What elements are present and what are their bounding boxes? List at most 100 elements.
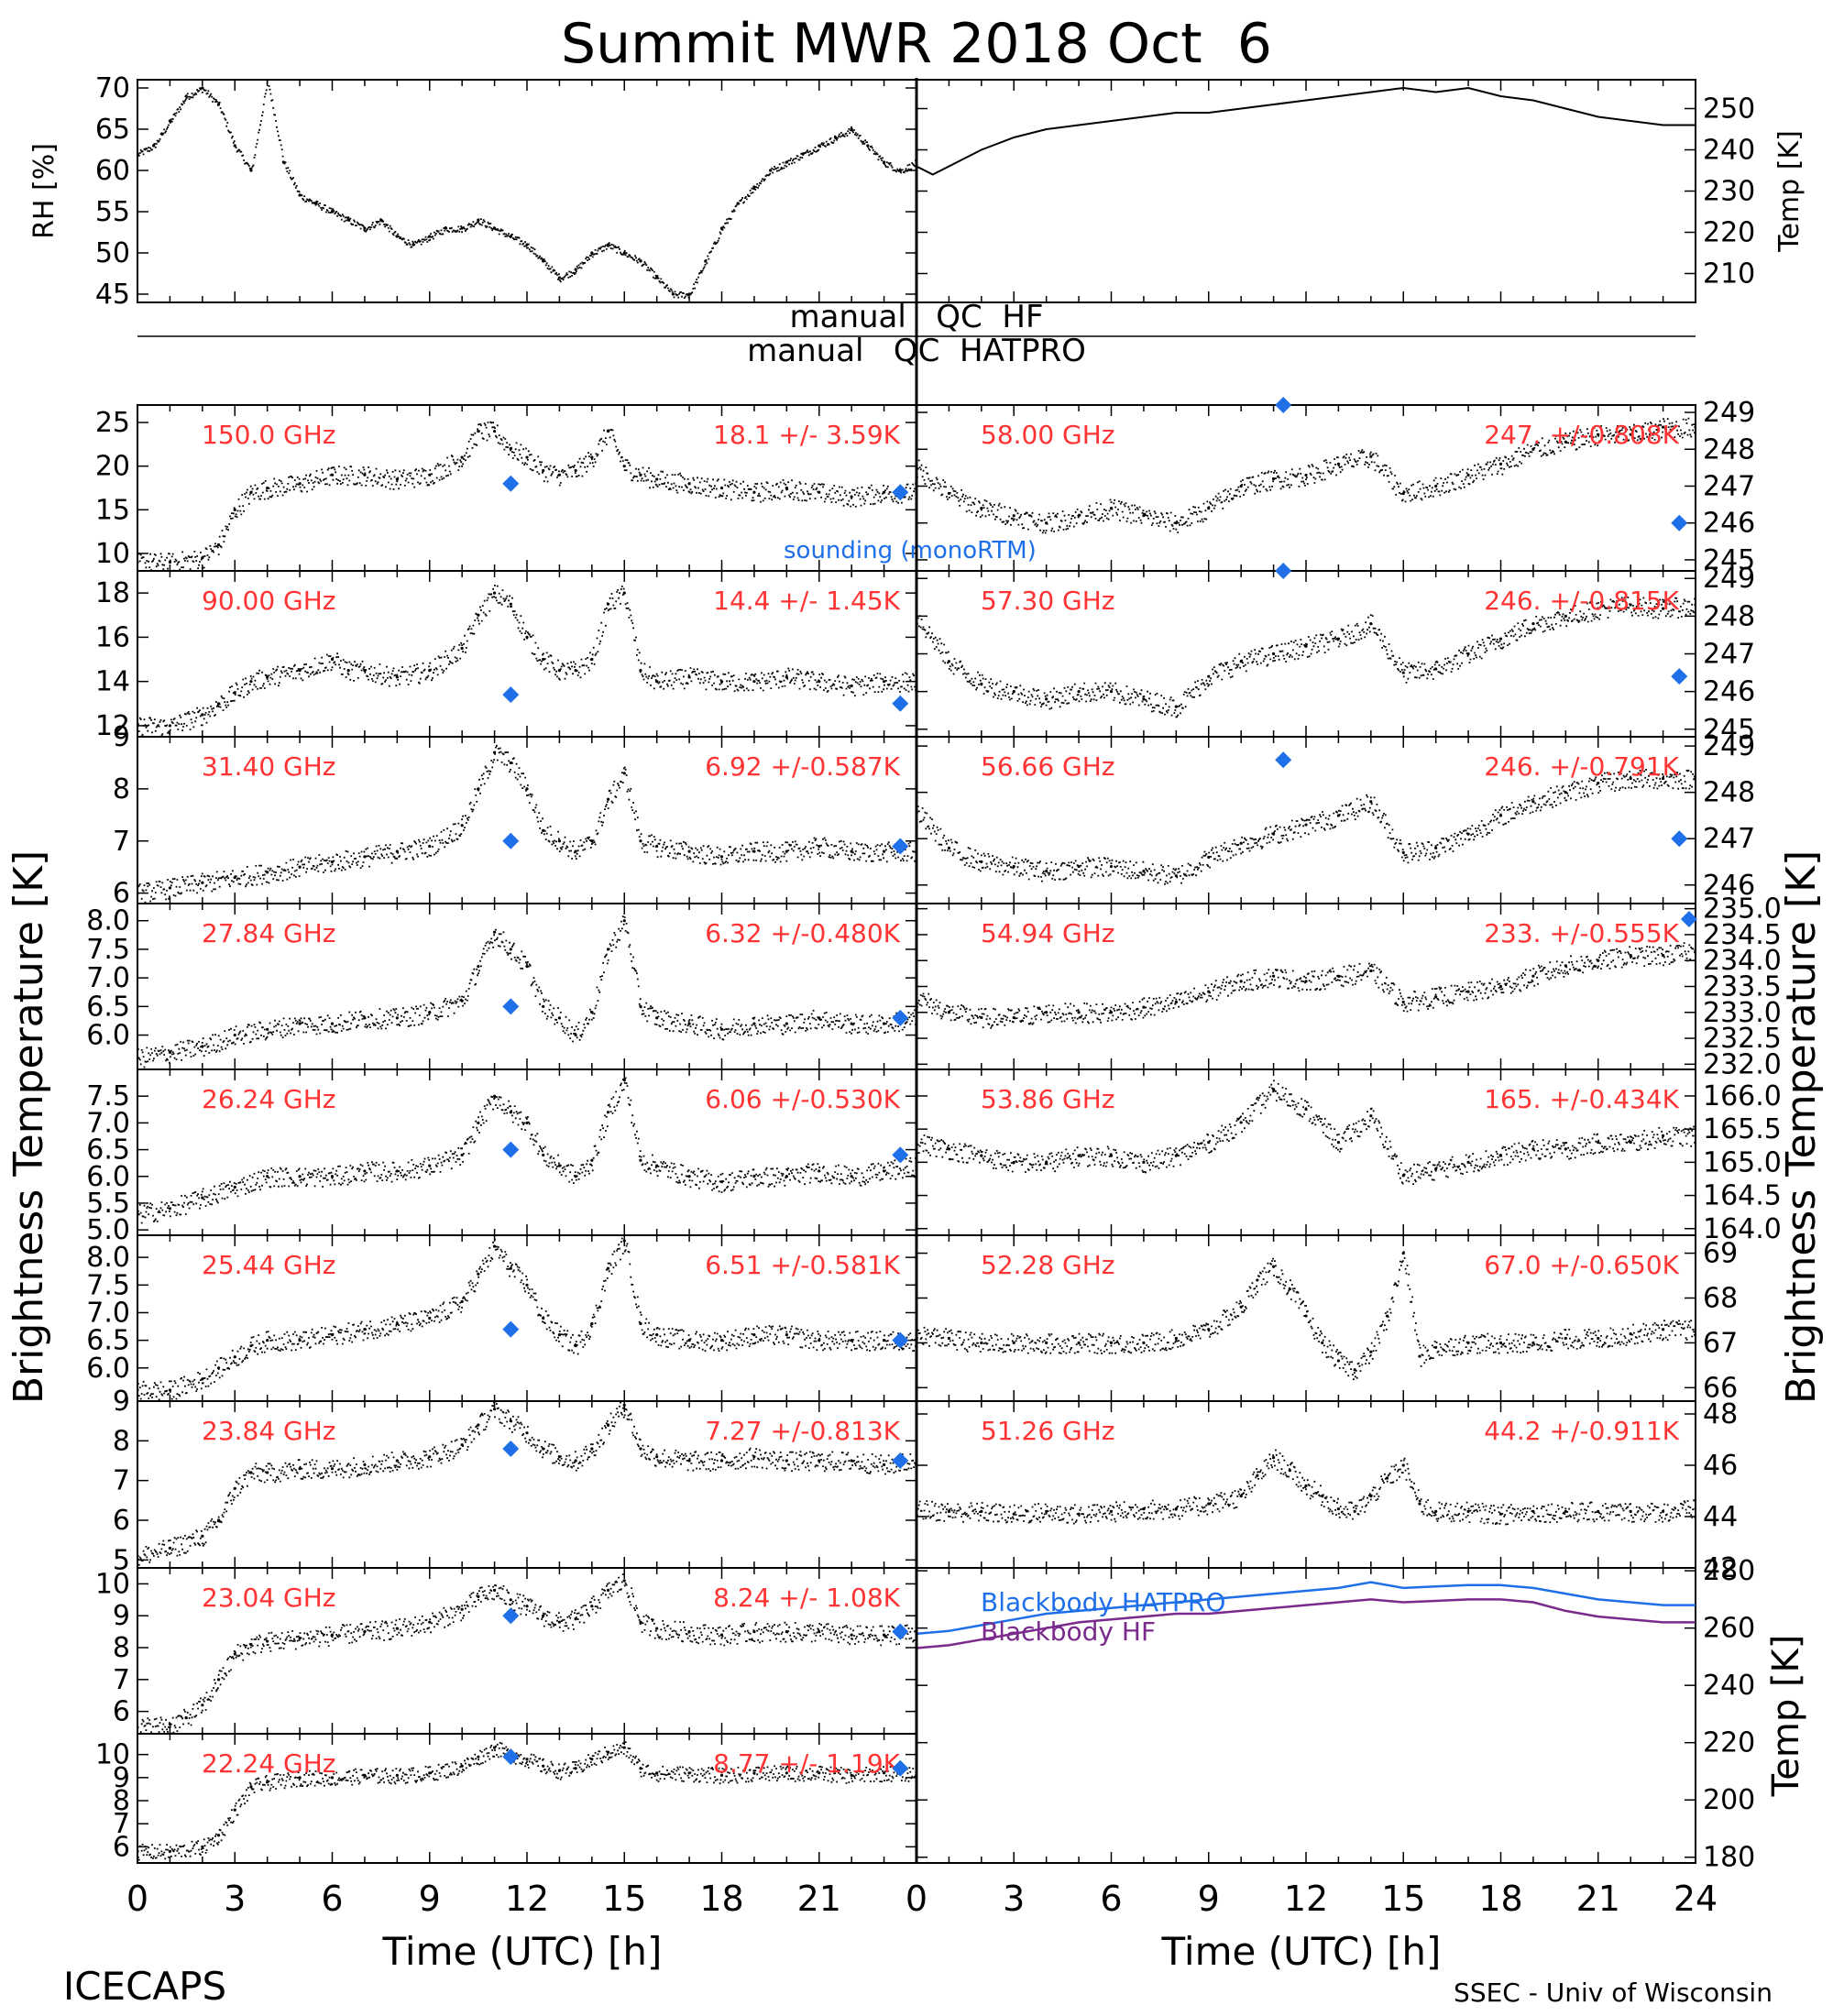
data-point [152, 144, 156, 148]
data-point [1629, 776, 1632, 781]
sounding-marker [502, 1141, 520, 1158]
data-point [639, 1767, 642, 1770]
y-tick-label: 12 [95, 710, 130, 742]
data-point [980, 1154, 983, 1157]
data-point [266, 486, 269, 490]
data-point [1012, 864, 1015, 869]
data-point [752, 680, 756, 684]
data-point [882, 1339, 886, 1342]
y-tick-label: 235.0 [1703, 893, 1782, 926]
data-point [704, 259, 708, 263]
data-point [428, 669, 432, 673]
data-point [1207, 1502, 1211, 1506]
sounding-marker [502, 475, 520, 492]
y-tick-label: 7 [113, 1465, 130, 1497]
data-point [785, 675, 788, 679]
data-point [980, 1509, 983, 1513]
y-tick-label: 16 [95, 621, 130, 653]
data-point [1045, 1341, 1048, 1345]
data-point [1597, 781, 1600, 785]
data-point [1239, 980, 1243, 983]
data-point [233, 691, 236, 695]
data-point [980, 1341, 983, 1345]
data-point [1661, 1134, 1665, 1137]
data-point [477, 1272, 480, 1276]
data-point [363, 226, 367, 230]
sounding-marker [1671, 668, 1688, 685]
data-point [395, 1627, 399, 1630]
data-point [1401, 850, 1405, 854]
data-point [330, 1467, 335, 1471]
data-point [1564, 1336, 1567, 1341]
data-point [1109, 1011, 1114, 1014]
stat-label: 165. +/-0.434K [1484, 1084, 1679, 1114]
data-point [622, 465, 626, 468]
y-tick-label: 234.5 [1703, 919, 1782, 951]
data-point [168, 886, 172, 890]
data-point [1661, 1509, 1665, 1513]
y-tick-label: 6.0 [86, 1353, 130, 1385]
data-point [818, 1339, 821, 1342]
data-point [1256, 1278, 1259, 1282]
data-point [492, 751, 497, 754]
sounding-marker [502, 686, 520, 704]
stat-label: 8.24 +/- 1.08K [713, 1583, 900, 1613]
data-point [590, 1605, 594, 1608]
data-point [785, 1333, 788, 1337]
data-point [460, 1443, 464, 1447]
y-tick-label: 42 [1703, 1552, 1738, 1584]
sounding-marker [502, 1748, 520, 1766]
data-point [557, 1164, 562, 1167]
data-point [606, 429, 610, 433]
data-point [606, 1111, 610, 1114]
data-point [785, 1022, 788, 1025]
data-point [1353, 1509, 1356, 1513]
data-point [233, 508, 236, 511]
data-point [818, 1016, 821, 1020]
x-tick-label: 21 [1576, 1879, 1620, 1919]
footer-left: ICECAPS [63, 1964, 226, 2009]
data-point [542, 828, 545, 832]
data-point [785, 849, 788, 853]
data-point [460, 1764, 464, 1768]
data-point [201, 881, 204, 884]
data-point [266, 1175, 269, 1178]
sounding-marker [892, 1331, 909, 1349]
x-tick-label: 12 [505, 1879, 549, 1919]
data-point [525, 635, 529, 640]
data-point [1418, 1502, 1421, 1506]
data-point [509, 602, 512, 606]
stat-label: 233. +/-0.555K [1484, 918, 1679, 948]
x-tick-label: 12 [1284, 1879, 1328, 1919]
frequency-label: 53.86 GHz [981, 1084, 1115, 1114]
data-point [1012, 1015, 1015, 1020]
data-point [266, 1027, 269, 1031]
data-point [363, 1463, 367, 1466]
x-tick-label: 18 [699, 1879, 743, 1919]
data-point [542, 1153, 545, 1157]
data-point [266, 1471, 269, 1474]
data-point [655, 680, 659, 684]
y-tick-label: 164.5 [1703, 1180, 1782, 1212]
data-point [1012, 1160, 1015, 1164]
data-point [1077, 1011, 1081, 1014]
data-point [1271, 1265, 1276, 1268]
series-label-1: Blackbody HF [981, 1616, 1156, 1647]
data-point [850, 127, 853, 131]
data-point [330, 1633, 335, 1637]
data-point [428, 473, 432, 477]
data-point [1174, 521, 1178, 525]
data-point [1369, 455, 1373, 458]
data-point [1174, 1154, 1178, 1157]
data-point [1207, 990, 1211, 993]
data-point [687, 1339, 691, 1342]
data-point [492, 1746, 497, 1749]
x-tick-label: 9 [1198, 1879, 1220, 1919]
y-tick-label: 200 [1703, 1784, 1755, 1816]
sounding-marker [892, 1452, 909, 1469]
data-point [184, 94, 188, 98]
data-point [1498, 1154, 1503, 1157]
y-tick-label: 166.0 [1703, 1080, 1782, 1112]
data-point [1401, 1000, 1405, 1004]
data-point [266, 1639, 269, 1643]
